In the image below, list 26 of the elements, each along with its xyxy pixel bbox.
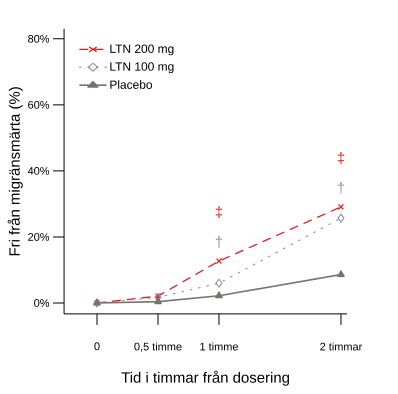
y-tick-label: 80% — [28, 34, 50, 43]
x-tick-label: 2 timmar — [320, 342, 362, 350]
x-tick-label: 0,5 timme — [134, 342, 182, 352]
y-tick-label: 60% — [28, 100, 50, 109]
annotation: ‡ — [338, 152, 344, 164]
legend-label: LTN 100 mg — [110, 62, 174, 74]
y-tick-label: 0% — [34, 299, 50, 307]
point — [216, 258, 222, 264]
annotation: ‡ — [216, 206, 222, 218]
annotation: † — [216, 236, 222, 248]
point — [337, 270, 345, 278]
x-tick-label: 1 timme — [200, 342, 238, 350]
legend-label: Placebo — [110, 80, 152, 89]
point — [154, 292, 162, 300]
point — [215, 291, 223, 298]
point — [337, 214, 345, 223]
y-axis-title: Fri från migränsmärta (%) — [8, 87, 23, 256]
legend-label: LTN 200 mg — [110, 44, 174, 56]
point — [338, 204, 344, 210]
y-tick-label: 40% — [28, 167, 50, 175]
point — [215, 278, 223, 288]
x-axis-title: Tid i timmar från dosering — [121, 370, 290, 386]
annotation: † — [338, 182, 344, 194]
point — [154, 297, 162, 304]
y-tick-label: 20% — [28, 233, 50, 241]
x-tick-label: 0 — [94, 342, 100, 350]
